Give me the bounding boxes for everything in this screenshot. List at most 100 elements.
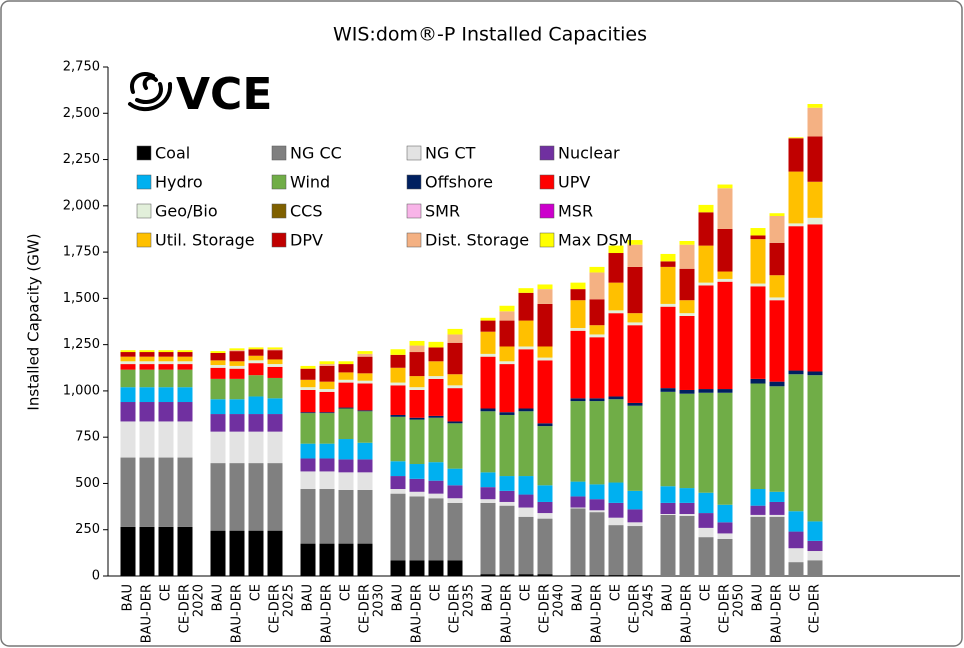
legend-label: UPV <box>558 173 590 192</box>
bar-segment <box>248 414 264 432</box>
bar-segment <box>480 502 496 575</box>
legend-label: NG CC <box>290 144 342 163</box>
bar-segment <box>627 402 643 406</box>
bar-segment <box>248 396 264 415</box>
legend-label: Hydro <box>155 173 203 192</box>
bar-segment <box>428 462 444 481</box>
bar-segment <box>357 383 373 411</box>
bar-segment <box>589 325 605 335</box>
bar-segment <box>409 352 425 377</box>
legend-label: MSR <box>558 202 593 221</box>
bar-segment <box>660 486 676 503</box>
bar-segment <box>177 350 193 353</box>
bar-segment <box>589 510 605 513</box>
bar-segment <box>210 414 226 432</box>
bar-segment <box>338 472 354 490</box>
bar-segment <box>248 375 264 397</box>
bar-segment <box>788 531 804 549</box>
bar-segment <box>480 499 496 503</box>
bar-segment <box>807 136 823 182</box>
bar-segment <box>319 364 335 366</box>
x-tick-label: BAU-DER <box>320 584 335 643</box>
bar-segment <box>300 412 316 414</box>
bar-segment <box>698 389 714 393</box>
bar-segment <box>717 188 733 229</box>
bar-segment <box>338 372 354 380</box>
bar-segment <box>627 313 643 323</box>
bar-segment <box>570 327 586 331</box>
bar-segment <box>357 410 373 412</box>
x-tick-label: BAU-DER <box>410 584 425 643</box>
x-tick-label: CE-DER <box>178 584 193 633</box>
bar-segment <box>679 244 695 269</box>
bar-segment <box>229 414 245 432</box>
legend-swatch <box>539 232 555 248</box>
bar-segment <box>570 401 586 482</box>
bar-segment <box>499 305 515 312</box>
bar-segment <box>807 540 823 552</box>
bar-segment <box>357 472 373 490</box>
bar-segment <box>807 217 823 225</box>
y-tick-label: 1,500 <box>63 291 100 306</box>
bar-segment <box>788 137 804 139</box>
bar-segment <box>570 481 586 497</box>
bar-segment <box>390 476 406 490</box>
y-tick-label: 2,250 <box>63 152 100 167</box>
bar-segment <box>158 350 174 353</box>
bar-segment <box>537 501 553 514</box>
bar-segment <box>480 320 496 332</box>
x-tick-label: CE <box>519 584 534 601</box>
bar-segment <box>499 505 515 575</box>
bar-segment <box>428 376 444 379</box>
bar-segment <box>120 356 136 362</box>
bar-segment <box>267 431 283 464</box>
bar-segment <box>570 289 586 301</box>
bar-segment <box>267 366 283 378</box>
bar-segment <box>698 282 714 286</box>
legend-swatch <box>271 203 287 219</box>
bar-segment <box>570 575 586 576</box>
bar-segment <box>660 266 676 304</box>
x-tick-label: BAU-DER <box>770 584 785 643</box>
bar-segment <box>698 392 714 493</box>
bar-segment <box>210 530 226 576</box>
bar-segment <box>319 543 335 576</box>
bar-segment <box>319 391 335 413</box>
bar-segment <box>409 376 425 388</box>
bar-segment <box>177 387 193 403</box>
legend-label: NG CT <box>425 144 476 163</box>
bar-segment <box>717 278 733 282</box>
bar-segment <box>177 369 193 388</box>
bar-segment <box>120 361 136 365</box>
legend-label: Geo/Bio <box>155 202 218 221</box>
bar-segment <box>679 268 695 301</box>
bar-segment <box>409 491 425 497</box>
bar-segment <box>139 457 155 527</box>
x-tick-label: BAU <box>211 584 226 611</box>
bar-segment <box>518 476 534 495</box>
x-tick-label: BAU <box>751 584 766 611</box>
y-axis-title: Installed Capacity (GW) <box>25 233 43 410</box>
bar-segment <box>120 387 136 403</box>
bar-segment <box>300 471 316 490</box>
bar-segment <box>300 389 316 413</box>
bar-segment <box>537 284 553 290</box>
bar-segment <box>390 354 406 368</box>
bar-segment <box>537 346 553 358</box>
bar-segment <box>248 355 264 361</box>
bar-segment <box>589 484 605 500</box>
bar-segment <box>447 560 463 576</box>
bar-segment <box>788 138 804 172</box>
bar-segment <box>338 439 354 460</box>
bar-segment <box>608 313 624 397</box>
bar-segment <box>608 245 624 254</box>
bar-segment <box>717 184 733 189</box>
bar-segment <box>319 489 335 544</box>
year-label: 2030 <box>372 584 387 617</box>
bar-segment <box>717 228 733 272</box>
bar-segment <box>229 399 245 415</box>
bar-segment <box>229 463 245 531</box>
x-tick-label: CE <box>789 584 804 601</box>
bar-segment <box>177 361 193 365</box>
bar-segment <box>608 482 624 503</box>
